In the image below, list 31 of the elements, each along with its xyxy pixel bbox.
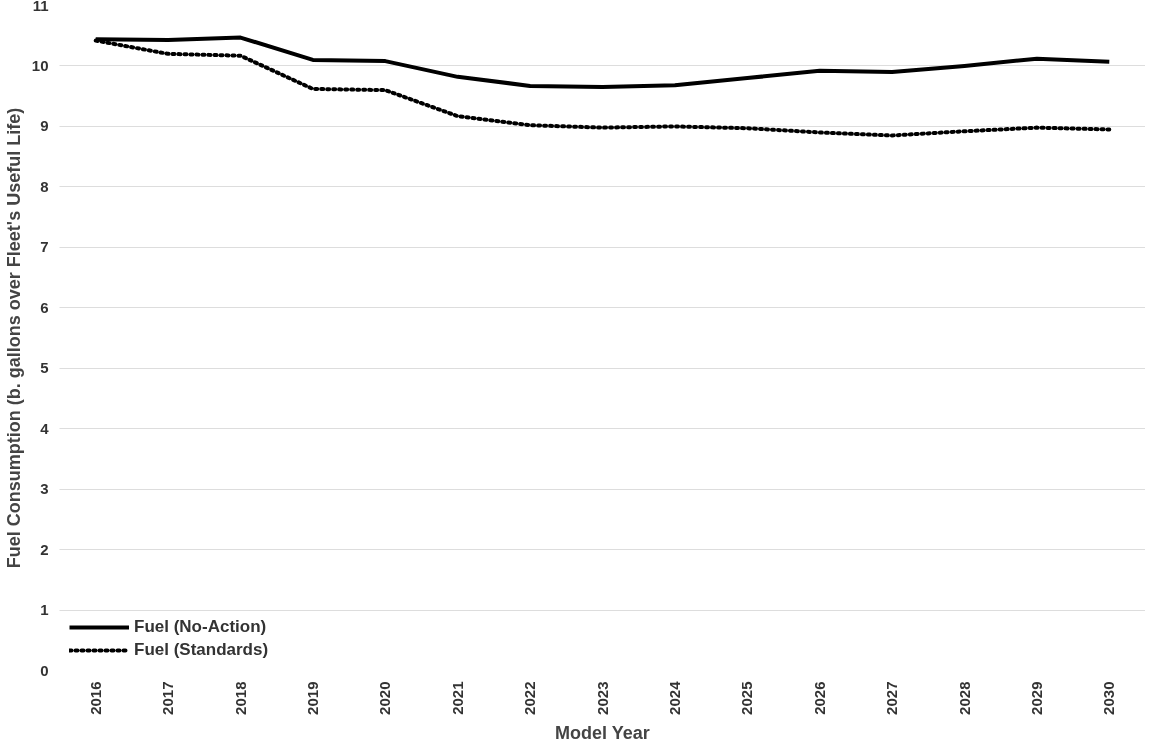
legend-label: Fuel (No-Action) <box>134 617 267 637</box>
y-tick-label: 7 <box>40 238 49 256</box>
x-axis-title: Model Year <box>554 722 650 743</box>
x-tick-label: 2026 <box>810 681 828 715</box>
y-tick-label: 3 <box>40 480 49 498</box>
x-tick-label: 2018 <box>231 681 249 715</box>
x-tick-label: 2029 <box>1027 681 1045 715</box>
y-tick-label: 0 <box>40 661 49 679</box>
x-tick-label: 2023 <box>593 681 611 715</box>
y-tick-label: 5 <box>40 359 49 377</box>
x-tick-label: 2016 <box>86 681 104 715</box>
x-tick-label: 2027 <box>883 681 901 715</box>
x-tick-label: 2028 <box>955 681 973 715</box>
y-axis-title: Fuel Consumption (b. gallons over Fleet's Useful Life) <box>3 107 24 569</box>
legend-label: Fuel (Standards) <box>134 640 269 660</box>
x-tick-label: 2030 <box>1100 681 1118 715</box>
x-tick-label: 2025 <box>738 681 756 715</box>
x-tick-label: 2021 <box>448 681 466 715</box>
y-tick-label: 11 <box>32 0 49 14</box>
y-tick-label: 9 <box>40 117 49 135</box>
x-tick-label: 2024 <box>665 680 683 715</box>
y-tick-label: 6 <box>40 298 49 316</box>
x-tick-label: 2019 <box>303 681 321 715</box>
x-tick-label: 2017 <box>159 681 177 715</box>
y-tick-label: 2 <box>40 540 49 558</box>
x-tick-label: 2020 <box>376 681 394 715</box>
y-tick-label: 8 <box>40 177 49 195</box>
y-tick-label: 10 <box>31 56 49 74</box>
y-tick-label: 4 <box>40 419 50 437</box>
x-tick-label: 2022 <box>521 681 539 715</box>
y-tick-label: 1 <box>40 601 49 619</box>
